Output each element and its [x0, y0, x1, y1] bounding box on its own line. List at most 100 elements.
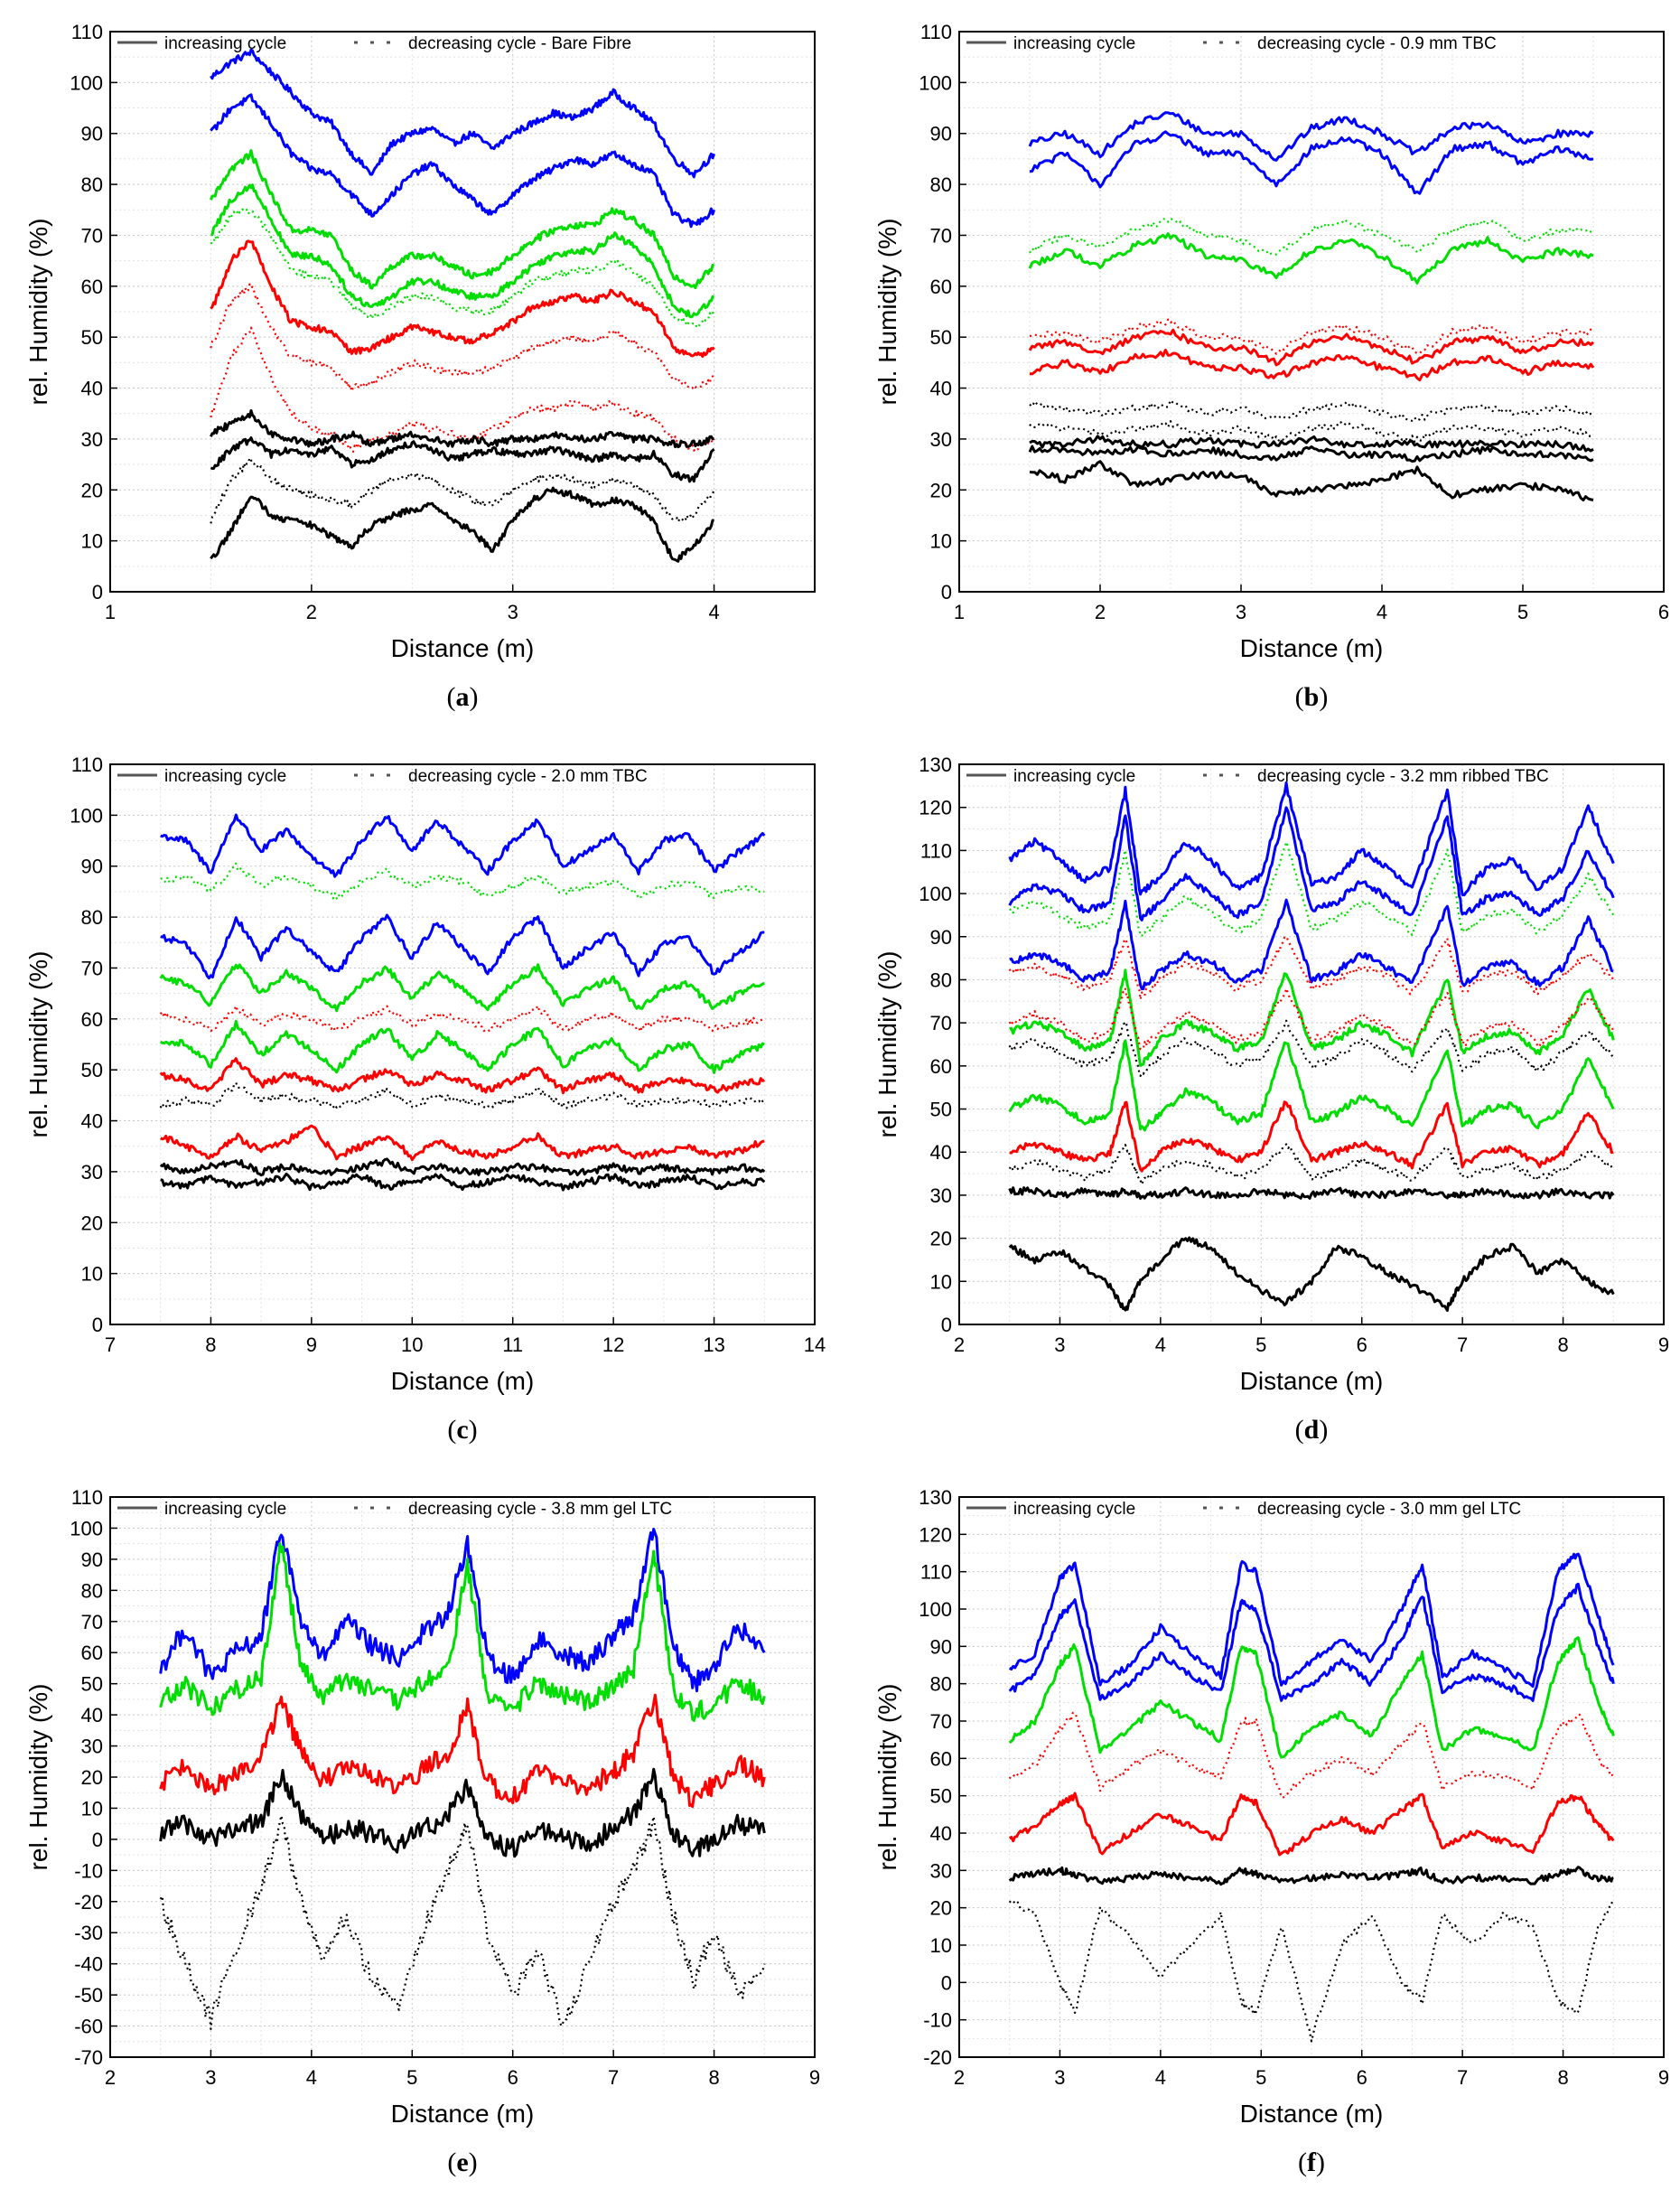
- y-tick-label-0: 0: [941, 1314, 952, 1336]
- y-tick-label-8: 80: [930, 173, 952, 196]
- y-tick-label-3: 30: [930, 428, 952, 451]
- x-tick-label-1: 2: [1095, 601, 1106, 623]
- x-tick-label-1: 3: [1054, 1333, 1065, 1356]
- chart-d: 0 10 20 30 40 50 60 70 80 90 100 110 120 130 2 3 4 5 6 7 8 9 D…: [873, 753, 1669, 1395]
- series-b-10: [1028, 444, 1594, 463]
- y-tick-label-11: 110: [71, 753, 103, 776]
- y-tick-label-9: 90: [930, 123, 952, 145]
- y-tick-label-10: 100: [919, 71, 952, 94]
- y-tick-label-18: 110: [71, 1486, 103, 1509]
- y-tick-label-7: 70: [81, 224, 103, 247]
- x-tick-label-3: 4: [708, 601, 719, 623]
- legend-increasing: increasing cycle: [164, 767, 286, 786]
- x-tick-label-0: 2: [954, 2066, 965, 2089]
- y-tick-label-8: 60: [930, 1747, 952, 1770]
- x-tick-label-3: 5: [406, 2066, 417, 2089]
- x-tick-label-5: 6: [1658, 601, 1669, 623]
- series-a-0: [210, 48, 716, 179]
- chart-f: -20 -10 0 10 20 30 40 50 60 70 80 90 100 110 120 130 2 3 4…: [873, 1486, 1669, 2128]
- x-tick-label-4: 6: [1357, 1333, 1367, 1356]
- y-axis-label: rel. Humidity (%): [873, 1684, 901, 1871]
- panel-e: -70 -60 -50 -40 -30 -20 -10 0 10 20 30 40 50 60 70 80 90…: [0, 1465, 840, 2198]
- y-tick-label-2: -50: [74, 1984, 103, 2007]
- series-b-0: [1028, 111, 1594, 162]
- series-e-4: [159, 1814, 766, 2031]
- series-a-3: [210, 183, 714, 319]
- y-tick-label-9: 90: [930, 926, 952, 949]
- y-tick-label-5: -20: [74, 1891, 103, 1914]
- y-tick-label-13: 60: [81, 1642, 103, 1664]
- y-tick-label-2: 20: [930, 1228, 952, 1250]
- y-tick-label-10: 100: [70, 71, 103, 94]
- y-tick-label-1: 10: [930, 1270, 952, 1293]
- series-e-2: [159, 1693, 766, 1809]
- y-tick-label-11: 110: [920, 839, 952, 862]
- series-f-3: [1008, 1711, 1615, 1799]
- x-tick-label-4: 11: [502, 1333, 523, 1356]
- y-tick-label-12: 50: [81, 1673, 103, 1696]
- y-axis-label: rel. Humidity (%): [873, 219, 901, 406]
- x-tick-label-1: 8: [205, 1333, 216, 1356]
- x-tick-label-1: 3: [1054, 2066, 1065, 2089]
- series-d-1: [1008, 806, 1615, 922]
- legend-decreasing: decreasing cycle - 3.8 mm gel LTC: [408, 1500, 672, 1519]
- y-tick-label-2: 0: [941, 1971, 952, 1994]
- y-tick-label-14: 70: [81, 1611, 103, 1633]
- y-tick-label-8: 80: [930, 968, 952, 991]
- series-d-11: [1008, 1186, 1615, 1200]
- legend-decreasing: decreasing cycle - Bare Fibre: [408, 34, 631, 53]
- y-tick-label-5: 50: [930, 326, 952, 349]
- legend: increasing cycle decreasing cycle - 2.0 m…: [117, 767, 648, 786]
- y-tick-label-9: 20: [81, 1766, 103, 1789]
- x-axis-label: Distance (m): [1240, 1367, 1384, 1395]
- series-f-2: [1008, 1636, 1615, 1759]
- legend-decreasing: decreasing cycle - 3.2 mm ribbed TBC: [1257, 767, 1549, 786]
- series-c-8: [160, 1124, 765, 1162]
- panel-caption: (c): [447, 1415, 478, 1445]
- series-c-4: [159, 1005, 765, 1033]
- y-tick-label-4: 40: [930, 1141, 952, 1164]
- chart-b: 0 10 20 30 40 50 60 70 80 90 100 110 1 2 3 4 5 6 Distance …: [873, 21, 1669, 662]
- series-f-4: [1008, 1792, 1615, 1857]
- series-c-5: [159, 1019, 765, 1074]
- series-a-6: [210, 283, 715, 393]
- series-a-11: [210, 456, 715, 524]
- y-tick-label-14: 120: [919, 1523, 952, 1546]
- panel-caption-letter: c: [456, 1415, 469, 1445]
- series-d-12: [1008, 1236, 1615, 1312]
- x-tick-label-5: 7: [608, 2066, 619, 2089]
- y-tick-label-9: 90: [81, 123, 103, 145]
- x-tick-label-4: 5: [1517, 601, 1528, 623]
- y-tick-label-4: 40: [81, 378, 103, 400]
- plot-frame: [958, 763, 1665, 1325]
- y-tick-label-7: 50: [930, 1785, 952, 1808]
- series-f-0: [1008, 1552, 1615, 1689]
- panel-caption-letter: e: [456, 2148, 469, 2177]
- x-tick-label-6: 8: [1557, 2066, 1568, 2089]
- y-tick-label-0: 0: [92, 581, 103, 604]
- y-tick-label-10: 100: [919, 883, 952, 905]
- plot-frame: [109, 31, 816, 593]
- series-c-9: [159, 1157, 766, 1177]
- series-c-3: [159, 963, 765, 1013]
- y-tick-label-5: 50: [930, 1099, 952, 1121]
- panel-a: 0 10 20 30 40 50 60 70 80 90 100 110 1 2 3 4 Distance (m…: [0, 0, 840, 733]
- x-tick-label-6: 8: [1557, 1333, 1568, 1356]
- legend-decreasing: decreasing cycle - 0.9 mm TBC: [1257, 34, 1497, 53]
- y-tick-label-12: 120: [919, 797, 952, 819]
- x-tick-label-3: 4: [1377, 601, 1387, 623]
- y-axis-label: rel. Humidity (%): [24, 951, 52, 1138]
- legend-increasing: increasing cycle: [1013, 767, 1135, 786]
- y-tick-label-9: 70: [930, 1710, 952, 1733]
- panel-caption: (d): [1294, 1415, 1329, 1445]
- series-c-0: [160, 813, 766, 878]
- legend-increasing: increasing cycle: [1013, 34, 1135, 53]
- series-b-8: [1029, 420, 1594, 443]
- x-tick-label-0: 7: [105, 1333, 116, 1356]
- y-tick-label-5: 50: [81, 326, 103, 349]
- panel-b: 0 10 20 30 40 50 60 70 80 90 100 110 1 2 3 4 5 6 Distance …: [840, 0, 1680, 733]
- y-tick-label-8: 80: [81, 906, 103, 929]
- series-c-2: [160, 913, 765, 980]
- y-tick-label-8: 80: [81, 173, 103, 196]
- series-e-0: [159, 1528, 766, 1693]
